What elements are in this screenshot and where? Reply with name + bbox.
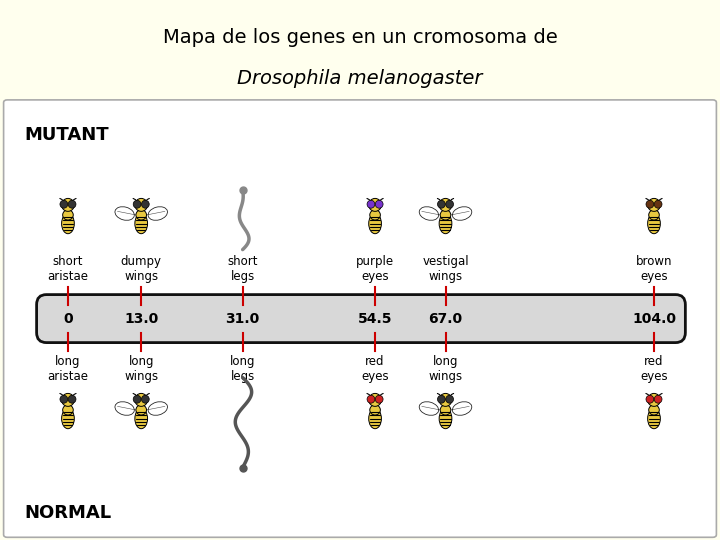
Ellipse shape: [452, 207, 472, 220]
Ellipse shape: [141, 395, 149, 403]
Text: long
legs: long legs: [230, 355, 256, 383]
Text: dumpy
wings: dumpy wings: [121, 254, 162, 282]
Ellipse shape: [63, 405, 73, 415]
Ellipse shape: [370, 210, 380, 220]
Text: short
aristae: short aristae: [48, 254, 89, 282]
Text: 54.5: 54.5: [358, 312, 392, 326]
Text: 104.0: 104.0: [632, 312, 676, 326]
Ellipse shape: [375, 395, 383, 403]
Text: vestigal
wings: vestigal wings: [422, 254, 469, 282]
Ellipse shape: [648, 213, 660, 234]
Text: long
wings: long wings: [124, 355, 158, 383]
Ellipse shape: [115, 402, 135, 415]
Text: 0: 0: [63, 312, 73, 326]
Text: Drosophila melanogaster: Drosophila melanogaster: [238, 69, 482, 88]
Ellipse shape: [60, 395, 68, 403]
Ellipse shape: [439, 198, 452, 211]
Ellipse shape: [62, 394, 74, 407]
Text: long
wings: long wings: [428, 355, 462, 383]
Ellipse shape: [446, 395, 454, 403]
Ellipse shape: [367, 395, 375, 403]
Ellipse shape: [60, 200, 68, 208]
Ellipse shape: [369, 198, 382, 211]
Text: NORMAL: NORMAL: [24, 504, 112, 522]
Ellipse shape: [370, 405, 380, 415]
Ellipse shape: [62, 409, 74, 429]
Ellipse shape: [148, 402, 168, 415]
Ellipse shape: [649, 210, 660, 220]
Text: brown
eyes: brown eyes: [636, 254, 672, 282]
Ellipse shape: [419, 207, 438, 220]
Ellipse shape: [440, 405, 451, 415]
Ellipse shape: [62, 198, 74, 211]
Ellipse shape: [648, 394, 660, 407]
Ellipse shape: [439, 409, 452, 429]
Text: short
legs: short legs: [228, 254, 258, 282]
Text: red
eyes: red eyes: [640, 355, 668, 383]
Ellipse shape: [136, 405, 146, 415]
Ellipse shape: [63, 210, 73, 220]
Ellipse shape: [68, 200, 76, 208]
Ellipse shape: [62, 213, 74, 234]
Ellipse shape: [133, 200, 141, 208]
Text: 31.0: 31.0: [225, 312, 260, 326]
Ellipse shape: [419, 402, 438, 415]
Ellipse shape: [452, 402, 472, 415]
Ellipse shape: [68, 395, 76, 403]
Ellipse shape: [136, 210, 146, 220]
Text: long
aristae: long aristae: [48, 355, 89, 383]
Ellipse shape: [135, 409, 148, 429]
FancyBboxPatch shape: [37, 295, 685, 342]
Ellipse shape: [649, 405, 660, 415]
Text: MUTANT: MUTANT: [24, 126, 109, 144]
Ellipse shape: [133, 395, 141, 403]
Ellipse shape: [369, 394, 382, 407]
Ellipse shape: [438, 395, 445, 403]
Text: 67.0: 67.0: [428, 312, 462, 326]
Ellipse shape: [375, 200, 383, 208]
Text: red
eyes: red eyes: [361, 355, 389, 383]
Ellipse shape: [439, 394, 452, 407]
Ellipse shape: [135, 213, 148, 234]
Ellipse shape: [135, 394, 148, 407]
Text: 13.0: 13.0: [124, 312, 158, 326]
Ellipse shape: [141, 200, 149, 208]
Ellipse shape: [439, 213, 452, 234]
Ellipse shape: [654, 395, 662, 403]
Ellipse shape: [367, 200, 375, 208]
Ellipse shape: [646, 395, 654, 403]
Ellipse shape: [648, 409, 660, 429]
Text: purple
eyes: purple eyes: [356, 254, 394, 282]
Ellipse shape: [369, 213, 382, 234]
Ellipse shape: [148, 207, 168, 220]
Ellipse shape: [369, 409, 382, 429]
Ellipse shape: [654, 200, 662, 208]
Ellipse shape: [438, 200, 445, 208]
Ellipse shape: [135, 198, 148, 211]
Ellipse shape: [646, 200, 654, 208]
Ellipse shape: [446, 200, 454, 208]
Text: Mapa de los genes en un cromosoma de: Mapa de los genes en un cromosoma de: [163, 28, 557, 48]
Ellipse shape: [115, 207, 135, 220]
Ellipse shape: [440, 210, 451, 220]
Ellipse shape: [648, 198, 660, 211]
